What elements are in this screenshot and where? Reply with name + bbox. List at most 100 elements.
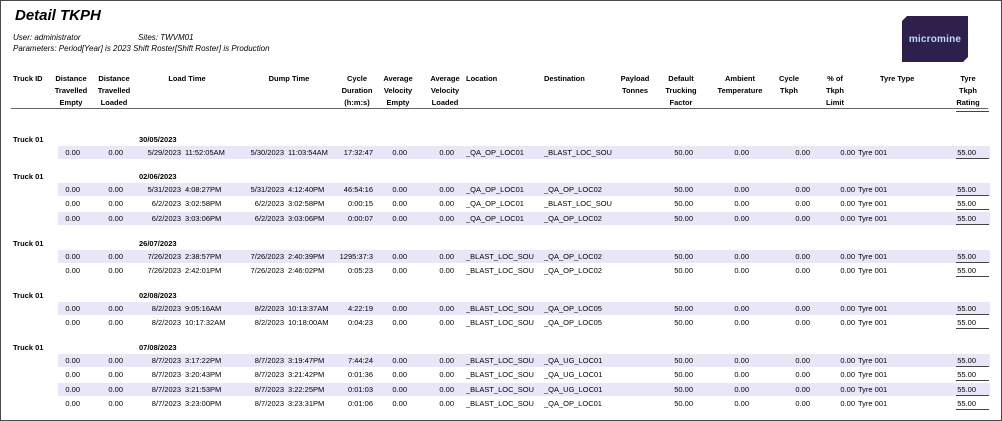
cell-avg-velocity-loaded: 0.00 bbox=[439, 199, 454, 209]
cell-destination: _QA_OP_LOC02 bbox=[544, 266, 602, 276]
cell-cycle-tkph: 0.00 bbox=[795, 213, 810, 223]
cell-default-trucking-factor: 50.00 bbox=[674, 252, 693, 261]
cell-location: _BLAST_LOC_SOU bbox=[466, 304, 534, 313]
cell-ambient-temperature: 0.00 bbox=[734, 398, 749, 408]
cell-tyre-type: Tyre 001 bbox=[858, 185, 888, 194]
cell-pct-tkph-limit: 0.00 bbox=[840, 266, 855, 276]
cell-dist-loaded: 0.00 bbox=[108, 318, 123, 328]
cell-load-date: 8/7/2023 bbox=[151, 356, 181, 365]
cell-cycle-tkph: 0.00 bbox=[795, 199, 810, 209]
cell-avg-velocity-loaded: 0.00 bbox=[439, 384, 454, 394]
cell-cycle-duration: 17:32:47 bbox=[343, 148, 373, 157]
cell-cycle-tkph: 0.00 bbox=[795, 356, 810, 365]
cell-location: _BLAST_LOC_SOU bbox=[466, 318, 534, 328]
cell-dist-loaded: 0.00 bbox=[108, 252, 123, 261]
cell-avg-velocity-loaded: 0.00 bbox=[439, 252, 454, 261]
cell-tyre-type: Tyre 001 bbox=[858, 318, 888, 328]
cell-destination: _QA_UG_LOC01 bbox=[544, 384, 603, 394]
cell-tyre-tkph-rating: 55.00 bbox=[957, 318, 976, 328]
cell-avg-velocity-empty: 0.00 bbox=[392, 384, 407, 394]
rating-underline bbox=[956, 262, 989, 263]
rating-underline bbox=[956, 195, 989, 196]
cell-load-time: 11:52:05AM bbox=[185, 148, 225, 157]
cell-dump-time: 3:19:47PM bbox=[288, 356, 325, 365]
table-row bbox=[58, 250, 990, 263]
cell-location: _BLAST_LOC_SOU bbox=[466, 252, 534, 261]
report-sites: Sites: TWVM01 bbox=[138, 33, 194, 42]
cell-dist-empty: 0.00 bbox=[65, 266, 80, 276]
cell-dump-date: 6/2/2023 bbox=[254, 199, 284, 209]
cell-location: _QA_OP_LOC01 bbox=[466, 213, 524, 223]
cell-load-date: 5/31/2023 bbox=[147, 185, 181, 194]
cell-dist-loaded: 0.00 bbox=[108, 356, 123, 365]
cell-avg-velocity-loaded: 0.00 bbox=[439, 304, 454, 313]
cell-ambient-temperature: 0.00 bbox=[734, 318, 749, 328]
cell-dist-empty: 0.00 bbox=[65, 213, 80, 223]
cell-avg-velocity-loaded: 0.00 bbox=[439, 370, 454, 380]
cell-dump-date: 8/2/2023 bbox=[254, 318, 284, 328]
rating-underline bbox=[956, 276, 989, 278]
logo-text: micromine bbox=[908, 33, 962, 45]
col-header-dist-loaded: Distance Travelled Loaded bbox=[97, 74, 131, 107]
cell-avg-velocity-empty: 0.00 bbox=[392, 266, 407, 276]
cell-dist-loaded: 0.00 bbox=[108, 384, 123, 394]
cell-destination: _QA_OP_LOC02 bbox=[544, 213, 602, 223]
cell-dist-empty: 0.00 bbox=[65, 398, 80, 408]
col-header-ambient: Ambient Temperature bbox=[717, 74, 763, 95]
cell-ambient-temperature: 0.00 bbox=[734, 185, 749, 194]
rating-underline bbox=[956, 366, 989, 367]
group-date: 26/07/2023 bbox=[139, 239, 177, 248]
table-row bbox=[58, 302, 990, 315]
cell-avg-velocity-empty: 0.00 bbox=[392, 370, 407, 380]
cell-tyre-type: Tyre 001 bbox=[858, 398, 888, 408]
cell-ambient-temperature: 0.00 bbox=[734, 356, 749, 365]
cell-dist-loaded: 0.00 bbox=[108, 185, 123, 194]
cell-load-time: 10:17:32AM bbox=[185, 318, 226, 328]
cell-load-time: 2:38:57PM bbox=[185, 252, 222, 261]
cell-dump-date: 8/2/2023 bbox=[254, 304, 284, 313]
cell-tyre-type: Tyre 001 bbox=[858, 199, 888, 209]
cell-load-time: 3:20:43PM bbox=[185, 370, 222, 380]
cell-tyre-tkph-rating: 55.00 bbox=[957, 199, 976, 209]
cell-avg-velocity-loaded: 0.00 bbox=[439, 318, 454, 328]
cell-tyre-tkph-rating: 55.00 bbox=[957, 266, 976, 276]
cell-avg-velocity-loaded: 0.00 bbox=[439, 398, 454, 408]
col-header-avg-vel-loaded: Average Velocity Loaded bbox=[430, 74, 460, 107]
cell-load-date: 6/2/2023 bbox=[151, 213, 181, 223]
group-date: 02/06/2023 bbox=[139, 172, 177, 181]
group-date: 30/05/2023 bbox=[139, 135, 177, 144]
cell-dump-time: 2:46:02PM bbox=[288, 266, 325, 276]
cell-dump-time: 3:02:58PM bbox=[288, 199, 325, 209]
cell-default-trucking-factor: 50.00 bbox=[674, 356, 693, 365]
cell-dump-time: 2:40:39PM bbox=[288, 252, 325, 261]
cell-destination: _BLAST_LOC_SOU bbox=[544, 199, 612, 209]
cell-tyre-tkph-rating: 55.00 bbox=[957, 398, 976, 408]
cell-avg-velocity-loaded: 0.00 bbox=[439, 213, 454, 223]
cell-ambient-temperature: 0.00 bbox=[734, 199, 749, 209]
cell-cycle-duration: 0:05:23 bbox=[347, 266, 373, 276]
col-header-tyre-type: Tyre Type bbox=[880, 74, 915, 83]
col-header-default-factor: Default Trucking Factor bbox=[665, 74, 697, 107]
cell-pct-tkph-limit: 0.00 bbox=[840, 148, 855, 157]
cell-avg-velocity-empty: 0.00 bbox=[392, 252, 407, 261]
cell-tyre-tkph-rating: 55.00 bbox=[957, 384, 976, 394]
cell-dist-empty: 0.00 bbox=[65, 356, 80, 365]
cell-dump-date: 5/30/2023 bbox=[250, 148, 284, 157]
group-truck-id: Truck 01 bbox=[13, 135, 44, 144]
cell-load-date: 6/2/2023 bbox=[151, 199, 181, 209]
col-header-destination: Destination bbox=[544, 74, 585, 83]
cell-load-time: 3:03:06PM bbox=[185, 213, 222, 223]
cell-tyre-tkph-rating: 55.00 bbox=[957, 213, 976, 223]
group-truck-id: Truck 01 bbox=[13, 343, 44, 352]
header-rule-rating bbox=[956, 111, 989, 112]
table-row bbox=[58, 382, 990, 396]
cell-location: _QA_OP_LOC01 bbox=[466, 148, 524, 157]
cell-cycle-duration: 0:01:36 bbox=[347, 370, 373, 380]
cell-cycle-duration: 0:04:23 bbox=[347, 318, 373, 328]
cell-dist-loaded: 0.00 bbox=[108, 304, 123, 313]
cell-dump-date: 8/7/2023 bbox=[254, 356, 284, 365]
cell-cycle-tkph: 0.00 bbox=[795, 304, 810, 313]
cell-dist-loaded: 0.00 bbox=[108, 266, 123, 276]
cell-pct-tkph-limit: 0.00 bbox=[840, 356, 855, 365]
cell-load-date: 7/26/2023 bbox=[147, 266, 181, 276]
